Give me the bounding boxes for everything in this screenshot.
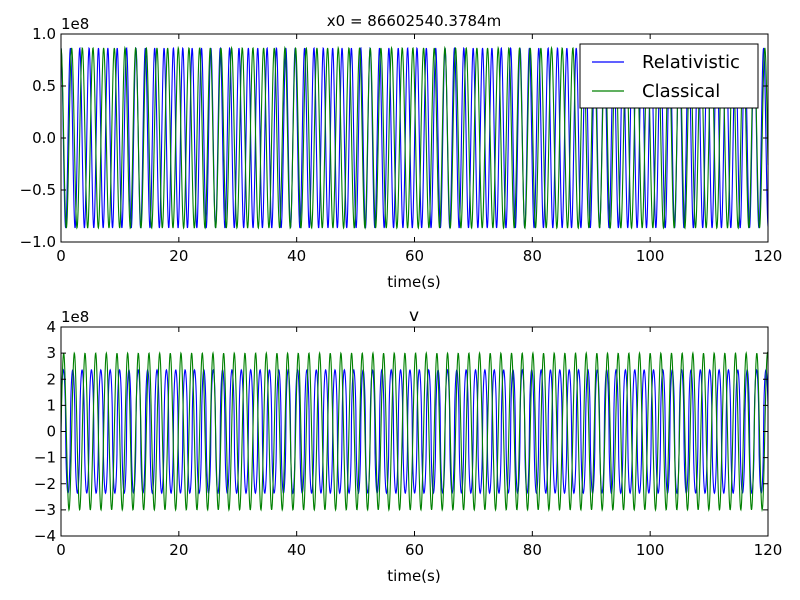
velocity-y-tick-label: 4 [46, 318, 56, 336]
velocity-chart: v 1e8 0 20 40 60 80 100 120 −4 −3 −2 −1 0 1 2 3 4 time… [34, 306, 782, 585]
velocity-chart-title: v [409, 306, 419, 326]
position-offset-text: 1e8 [61, 15, 89, 33]
velocity-y-tick-label: −3 [34, 501, 56, 519]
position-y-tick-label: −0.5 [20, 181, 56, 199]
position-y-tick-label: 1.0 [32, 25, 56, 43]
position-y-tick-label: 0.0 [32, 129, 56, 147]
position-x-tick-label: 120 [754, 247, 783, 265]
velocity-y-tick-label: −4 [34, 527, 56, 545]
position-chart-title: x0 = 86602540.3784m [327, 12, 501, 30]
position-y-tick-label: 0.5 [32, 77, 56, 95]
velocity-x-ticks: 0 20 40 60 80 100 120 [56, 327, 782, 559]
position-x-tick-label: 100 [636, 247, 665, 265]
position-line-classical [60, 45, 769, 230]
position-y-tick-label: −1.0 [20, 233, 56, 251]
position-x-tick-label: 0 [56, 247, 66, 265]
velocity-y-ticks: −4 −3 −2 −1 0 1 2 3 4 [34, 318, 768, 545]
velocity-y-tick-label: 3 [46, 344, 56, 362]
position-y-ticks: −1.0 −0.5 0.0 0.5 1.0 [20, 25, 768, 251]
position-x-tick-label: 40 [287, 247, 306, 265]
velocity-line-series-2 [60, 351, 769, 512]
velocity-x-tick-label: 120 [754, 541, 783, 559]
velocity-x-tick-label: 40 [287, 541, 306, 559]
position-x-label: time(s) [387, 273, 440, 291]
velocity-line-series-1 [60, 368, 769, 495]
velocity-x-tick-label: 0 [56, 541, 66, 559]
legend: Relativistic Classical [579, 43, 759, 109]
velocity-x-tick-label: 60 [405, 541, 424, 559]
velocity-y-tick-label: 2 [46, 370, 56, 388]
velocity-x-label: time(s) [387, 567, 440, 585]
legend-box [579, 43, 759, 109]
velocity-x-tick-label: 80 [523, 541, 542, 559]
velocity-offset-text: 1e8 [61, 308, 89, 326]
position-x-tick-label: 20 [169, 247, 188, 265]
velocity-x-tick-label: 20 [169, 541, 188, 559]
position-chart: x0 = 86602540.3784m 1e8 0 20 40 60 80 100 120 … [20, 12, 783, 291]
position-x-tick-label: 60 [405, 247, 424, 265]
velocity-y-tick-label: 0 [46, 423, 56, 441]
position-x-tick-label: 80 [523, 247, 542, 265]
velocity-y-tick-label: −2 [34, 475, 56, 493]
legend-label-relativistic: Relativistic [642, 52, 740, 73]
velocity-plot-area [60, 351, 769, 512]
legend-label-classical: Classical [642, 81, 720, 102]
velocity-y-tick-label: 1 [46, 396, 56, 414]
velocity-y-tick-label: −1 [34, 449, 56, 467]
velocity-x-tick-label: 100 [636, 541, 665, 559]
position-x-ticks: 0 20 40 60 80 100 120 [56, 34, 782, 265]
